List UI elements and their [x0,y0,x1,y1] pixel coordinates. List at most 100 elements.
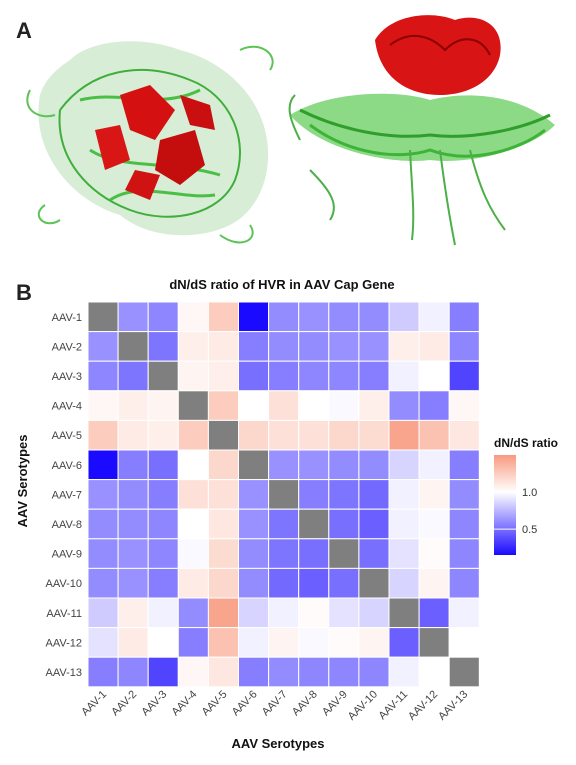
heatmap-cell-AAV-6-AAV-5 [207,449,239,481]
heatmap-cell-AAV-4-AAV-1 [87,390,119,421]
heatmap-cell-AAV-10-AAV-7 [268,567,300,599]
heatmap-cell-AAV-1-AAV-6 [238,301,270,333]
heatmap-cell-AAV-13-AAV-4 [177,656,209,688]
x-tick-label: AAV-4 [170,688,200,718]
heatmap-cell-AAV-12-AAV-8 [298,627,330,658]
y-tick-label: AAV-12 [46,637,83,649]
heatmap-cell-AAV-2-AAV-2 [117,331,149,362]
heatmap-cell-AAV-6-AAV-9 [328,449,360,481]
heatmap-cell-AAV-7-AAV-10 [358,479,390,510]
y-tick-labels: AAV-1 AAV-2 AAV-3 AAV-4 AAV-5 AAV-6 AAV-7 AAV-8… [46,312,83,679]
heatmap-cell-AAV-5-AAV-13 [448,419,480,451]
x-tick-label: AAV-8 [290,688,320,718]
heatmap-cell-AAV-13-AAV-7 [268,656,300,688]
heatmap-cell-AAV-8-AAV-6 [238,508,270,540]
heatmap-cell-AAV-10-AAV-6 [238,567,270,599]
heatmap-cell-AAV-5-AAV-4 [177,419,209,451]
y-tick-label: AAV-13 [46,667,83,679]
heatmap-cell-AAV-6-AAV-6 [238,449,270,481]
heatmap-cell-AAV-4-AAV-11 [388,390,420,421]
heatmap-cell-AAV-1-AAV-12 [418,301,450,333]
heatmap-cell-AAV-1-AAV-13 [448,301,480,333]
heatmap-cell-AAV-9-AAV-9 [328,538,360,569]
heatmap-cell-AAV-12-AAV-1 [87,627,119,658]
heatmap-cell-AAV-4-AAV-12 [418,390,450,421]
heatmap-cell-AAV-6-AAV-10 [358,449,390,481]
heatmap-cell-AAV-7-AAV-11 [388,479,420,510]
heatmap-cell-AAV-5-AAV-1 [87,419,119,451]
x-tick-label: AAV-6 [230,688,260,718]
heatmap-cell-AAV-5-AAV-2 [117,419,149,451]
heatmap-cell-AAV-3-AAV-13 [448,360,480,392]
x-axis-title: AAV Serotypes [232,736,325,751]
structure-side-view [288,15,555,246]
heatmap-cell-AAV-2-AAV-3 [147,331,179,362]
heatmap-cell-AAV-4-AAV-7 [268,390,300,421]
heatmap-cell-AAV-3-AAV-9 [328,360,360,392]
heatmap-cell-AAV-7-AAV-8 [298,479,330,510]
heatmap-cell-AAV-5-AAV-5 [207,419,239,451]
heatmap-cell-AAV-7-AAV-2 [117,479,149,510]
heatmap-cell-AAV-12-AAV-4 [177,627,209,658]
y-tick-label: AAV-8 [52,519,82,531]
heatmap-cell-AAV-9-AAV-2 [117,538,149,569]
heatmap-cell-AAV-11-AAV-10 [358,597,390,629]
heatmap-cell-AAV-2-AAV-13 [448,331,480,362]
heatmap-cell-AAV-4-AAV-13 [448,390,480,421]
heatmap-cell-AAV-10-AAV-5 [207,567,239,599]
heatmap-cell-AAV-10-AAV-9 [328,567,360,599]
heatmap-cell-AAV-8-AAV-5 [207,508,239,540]
heatmap-cell-AAV-4-AAV-10 [358,390,390,421]
heatmap-cell-AAV-12-AAV-2 [117,627,149,658]
heatmap-cell-AAV-11-AAV-12 [418,597,450,629]
x-tick-labels: AAV-1 AAV-2 AAV-3 AAV-4 AAV-5 AAV-6 AAV-7 AAV-8… [79,688,470,722]
x-tick-label: AAV-10 [346,688,380,722]
heatmap-cell-AAV-11-AAV-5 [207,597,239,629]
heatmap-cell-AAV-5-AAV-9 [328,419,360,451]
y-tick-label: AAV-6 [52,460,82,472]
heatmap-cell-AAV-3-AAV-8 [298,360,330,392]
heatmap-cell-AAV-2-AAV-7 [268,331,300,362]
heatmap-cell-AAV-1-AAV-8 [298,301,330,333]
heatmap-cell-AAV-12-AAV-7 [268,627,300,658]
heatmap-cell-AAV-9-AAV-7 [268,538,300,569]
heatmap-cell-AAV-13-AAV-3 [147,656,179,688]
heatmap-cell-AAV-8-AAV-8 [298,508,330,540]
heatmap-cell-AAV-9-AAV-12 [418,538,450,569]
heatmap-cell-AAV-7-AAV-4 [177,479,209,510]
heatmap-cell-AAV-11-AAV-2 [117,597,149,629]
heatmap-cell-AAV-9-AAV-1 [87,538,119,569]
heatmap-cell-AAV-1-AAV-9 [328,301,360,333]
heatmap-cell-AAV-7-AAV-5 [207,479,239,510]
heatmap-cell-AAV-1-AAV-5 [207,301,239,333]
heatmap-cell-AAV-3-AAV-2 [117,360,149,392]
heatmap-cell-AAV-1-AAV-11 [388,301,420,333]
heatmap-cell-AAV-8-AAV-13 [448,508,480,540]
heatmap-cell-AAV-9-AAV-5 [207,538,239,569]
y-tick-label: AAV-1 [52,312,82,324]
heatmap-cell-AAV-3-AAV-4 [177,360,209,392]
heatmap-cell-AAV-10-AAV-13 [448,567,480,599]
heatmap-cell-AAV-8-AAV-9 [328,508,360,540]
x-tick-label: AAV-11 [376,688,410,722]
heatmap-cell-AAV-4-AAV-5 [207,390,239,421]
heatmap-cell-AAV-11-AAV-13 [448,597,480,629]
heatmap-cell-AAV-10-AAV-4 [177,567,209,599]
heatmap-cell-AAV-13-AAV-12 [418,656,450,688]
heatmap-cell-AAV-1-AAV-3 [147,301,179,333]
heatmap-cell-AAV-12-AAV-12 [418,627,450,658]
heatmap-cell-AAV-1-AAV-1 [87,301,119,333]
y-axis-title: AAV Serotypes [15,435,30,528]
legend-tick-label: 0.5 [522,524,537,536]
heatmap-cell-AAV-7-AAV-7 [268,479,300,510]
legend-tick-label: 1.0 [522,487,537,499]
heatmap-cell-AAV-7-AAV-3 [147,479,179,510]
heatmap-cell-AAV-6-AAV-11 [388,449,420,481]
heatmap-cell-AAV-1-AAV-2 [117,301,149,333]
heatmap-cell-AAV-8-AAV-1 [87,508,119,540]
dnds-heatmap-chart: dN/dS ratio of HVR in AAV Cap Gene AAV-1… [15,277,558,751]
heatmap-cell-AAV-2-AAV-6 [238,331,270,362]
heatmap-cell-AAV-11-AAV-7 [268,597,300,629]
heatmap-cell-AAV-5-AAV-12 [418,419,450,451]
panel-label-b: B [16,280,32,305]
